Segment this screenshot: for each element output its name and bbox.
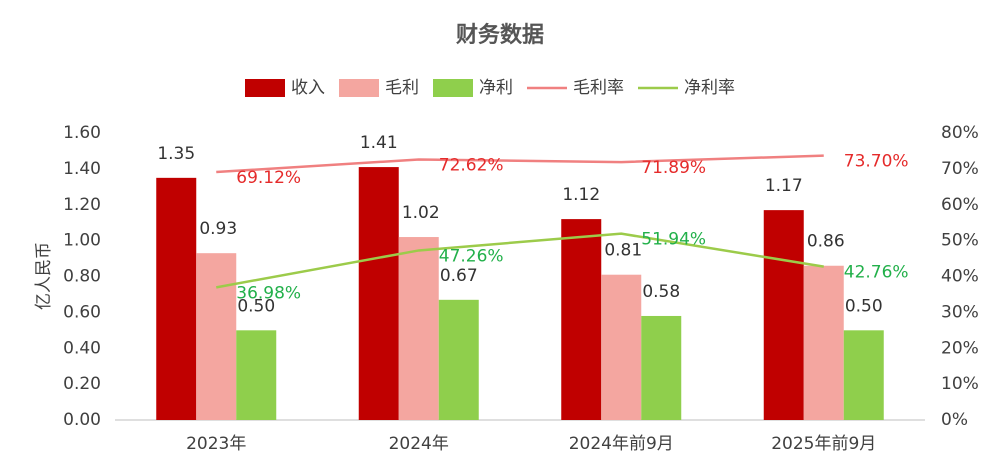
bar [236,330,277,420]
bar [398,237,439,420]
y-tick-label: 1.60 [63,123,101,143]
value-label: 47.26% [439,246,504,266]
bar [358,167,399,420]
value-label: 0.81 [604,241,642,261]
legend-label: 收入 [291,78,325,98]
value-label: 72.62% [439,155,504,175]
value-label: 0.58 [642,282,680,302]
y2-tick-label: 60% [941,195,979,215]
value-label: 0.50 [237,296,275,316]
value-label: 0.86 [807,232,845,252]
value-label: 71.89% [641,158,706,178]
legend-label: 净利率 [684,78,735,98]
y2-tick-label: 20% [941,338,979,358]
y-tick-label: 0.60 [63,302,101,322]
bar [843,330,884,420]
line [216,232,824,289]
y-tick-label: 0.80 [63,267,101,287]
line [216,154,824,174]
x-tick-label: 2023年 [186,434,246,454]
bar [641,315,682,420]
value-label: 0.50 [845,296,883,316]
legend-label: 毛利 [385,78,419,98]
y-tick-label: 0.00 [63,410,101,430]
bar [763,210,804,420]
legend-marker [433,79,473,97]
y2-tick-label: 0% [941,410,968,430]
y-tick-label: 0.20 [63,374,101,394]
bar [156,177,197,420]
value-label: 1.41 [360,133,398,153]
value-label: 51.94% [641,230,706,250]
y-tick-label: 0.40 [63,338,101,358]
value-label: 1.35 [157,144,195,164]
y2-tick-label: 40% [941,267,979,287]
value-label: 1.17 [765,176,803,196]
value-label: 69.12% [236,168,301,188]
value-label: 36.98% [236,283,301,303]
y-tick-label: 1.00 [63,231,101,251]
y2-tick-label: 30% [941,302,979,322]
y-axis-label: 亿人民币 [34,242,54,310]
y2-tick-label: 80% [941,123,979,143]
legend-label: 毛利率 [573,78,624,98]
chart-title: 财务数据 [456,22,544,48]
bar [561,219,602,420]
x-tick-label: 2024年前9月 [569,434,674,454]
bar [438,299,479,420]
value-label: 73.70% [844,152,909,172]
x-tick-label: 2024年 [389,434,449,454]
x-tick-label: 2025年前9月 [771,434,876,454]
value-label: 0.67 [440,266,478,286]
legend-marker [339,79,379,97]
y2-tick-label: 70% [941,159,979,179]
bar [196,253,237,420]
value-label: 1.12 [562,185,600,205]
bar [601,274,642,420]
value-label: 42.76% [844,263,909,283]
value-label: 1.02 [402,203,440,223]
y2-tick-label: 50% [941,231,979,251]
y-tick-label: 1.40 [63,159,101,179]
y2-tick-label: 10% [941,374,979,394]
legend-label: 净利 [479,78,513,98]
y-tick-label: 1.20 [63,195,101,215]
bar [803,265,844,420]
legend-marker [245,79,285,97]
value-label: 0.93 [199,219,237,239]
